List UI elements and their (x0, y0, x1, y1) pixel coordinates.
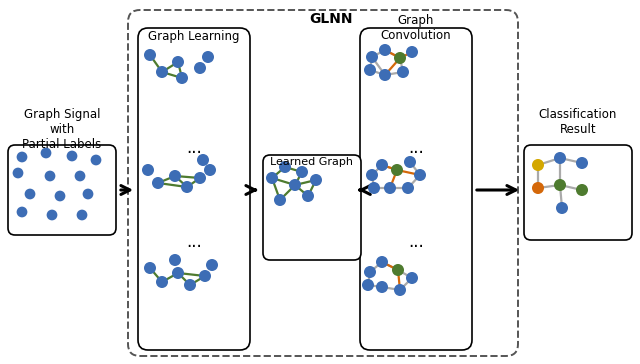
FancyBboxPatch shape (138, 28, 250, 350)
Text: ...: ... (186, 139, 202, 157)
Point (290, 182, 300, 188)
Point (415, 172, 425, 178)
Point (17, 154, 27, 160)
Point (177, 75, 187, 81)
Point (145, 265, 155, 271)
Point (205, 167, 215, 173)
Point (198, 157, 208, 163)
Point (195, 175, 205, 181)
Point (157, 279, 167, 285)
Point (182, 184, 192, 190)
Point (280, 164, 290, 170)
Point (67, 153, 77, 159)
Point (77, 212, 87, 218)
Point (555, 155, 565, 161)
Point (75, 173, 85, 179)
Text: ...: ... (408, 139, 424, 157)
Text: Graph
Convolution: Graph Convolution (381, 14, 451, 42)
Text: Graph Signal
with
Partial Labels: Graph Signal with Partial Labels (22, 108, 102, 151)
Point (41, 150, 51, 156)
Point (275, 197, 285, 203)
Point (377, 284, 387, 290)
Point (380, 72, 390, 78)
Point (170, 257, 180, 263)
Point (367, 172, 377, 178)
Point (363, 282, 373, 288)
Point (267, 175, 277, 181)
Point (91, 157, 101, 163)
Point (405, 159, 415, 165)
Text: GLNN: GLNN (309, 12, 353, 26)
Point (173, 270, 183, 276)
Point (398, 69, 408, 75)
Text: Learned Graph: Learned Graph (271, 157, 353, 167)
Point (392, 167, 402, 173)
Point (25, 191, 35, 197)
Point (13, 170, 23, 176)
Point (577, 187, 587, 193)
Point (143, 167, 153, 173)
Point (170, 173, 180, 179)
Point (365, 67, 375, 73)
Point (403, 185, 413, 191)
Text: ...: ... (408, 233, 424, 251)
Point (557, 205, 567, 211)
Point (380, 47, 390, 53)
Point (297, 169, 307, 175)
Point (173, 59, 183, 65)
Point (393, 267, 403, 273)
Point (395, 287, 405, 293)
Point (377, 162, 387, 168)
Point (83, 191, 93, 197)
Point (311, 177, 321, 183)
Point (367, 54, 377, 60)
Point (533, 162, 543, 168)
Point (303, 193, 313, 199)
FancyBboxPatch shape (263, 155, 361, 260)
Point (533, 185, 543, 191)
Point (207, 262, 217, 268)
Point (395, 55, 405, 61)
FancyBboxPatch shape (360, 28, 472, 350)
Point (407, 275, 417, 281)
Point (55, 193, 65, 199)
Point (185, 282, 195, 288)
Text: Classification
Result: Classification Result (539, 108, 617, 136)
Point (365, 269, 375, 275)
Point (577, 160, 587, 166)
Text: Graph Learning: Graph Learning (148, 30, 240, 43)
FancyBboxPatch shape (524, 145, 632, 240)
Point (200, 273, 210, 279)
Point (407, 49, 417, 55)
Point (369, 185, 379, 191)
Point (157, 69, 167, 75)
Text: ...: ... (186, 233, 202, 251)
Point (47, 212, 57, 218)
FancyBboxPatch shape (8, 145, 116, 235)
Point (385, 185, 395, 191)
Point (377, 259, 387, 265)
Point (45, 173, 55, 179)
Point (555, 182, 565, 188)
Point (195, 65, 205, 71)
Point (145, 52, 155, 58)
Point (203, 54, 213, 60)
Point (153, 180, 163, 186)
Point (17, 209, 27, 215)
